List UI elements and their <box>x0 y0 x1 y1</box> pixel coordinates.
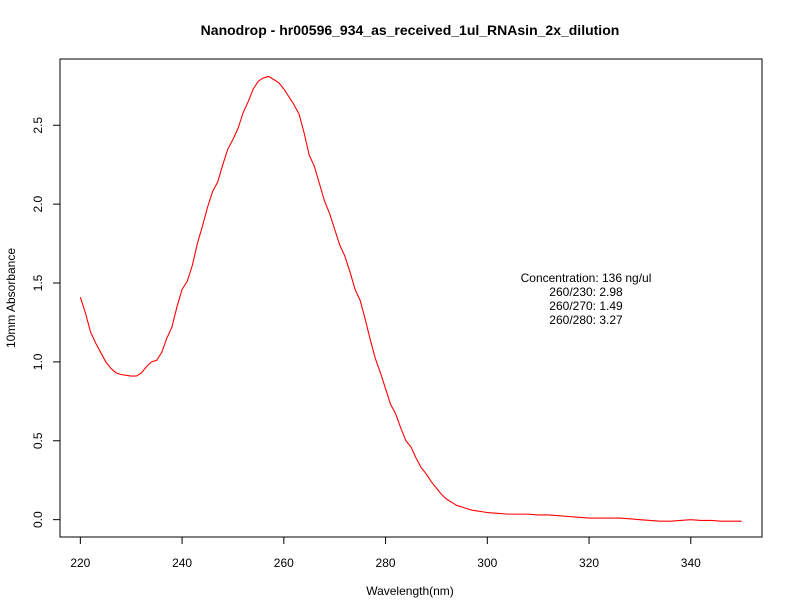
y-tick-label: 1.0 <box>31 353 45 370</box>
y-tick-label: 2.0 <box>31 195 45 212</box>
x-tick-label: 240 <box>172 556 192 570</box>
y-axis: 0.0 0.5 1.0 1.5 2.0 2.5 <box>31 117 60 528</box>
plot-frame <box>59 58 763 538</box>
annotation-line: Concentration: 136 ng/ul <box>521 271 652 285</box>
y-axis-label: 10mm Absorbance <box>4 248 18 348</box>
absorbance-series-line <box>79 75 742 522</box>
x-tick-label: 220 <box>70 556 90 570</box>
y-tick-label: 1.5 <box>31 274 45 291</box>
x-tick-label: 340 <box>681 556 701 570</box>
annotation-line: 260/230: 2.98 <box>549 285 623 299</box>
y-tick-label: 2.5 <box>31 117 45 134</box>
y-tick-label: 0.5 <box>31 432 45 449</box>
x-axis-label: Wavelength(nm) <box>366 584 454 598</box>
x-tick-label: 320 <box>579 556 599 570</box>
x-tick-label: 300 <box>477 556 497 570</box>
x-tick-label: 260 <box>274 556 294 570</box>
annotation-line: 260/280: 3.27 <box>549 313 623 327</box>
y-tick-label: 0.0 <box>31 511 45 528</box>
annotation-line: 260/270: 1.49 <box>549 299 623 313</box>
chart-title: Nanodrop - hr00596_934_as_received_1ul_R… <box>201 22 620 38</box>
x-tick-label: 280 <box>376 556 396 570</box>
x-axis: 220 240 260 280 300 320 340 <box>70 537 701 570</box>
